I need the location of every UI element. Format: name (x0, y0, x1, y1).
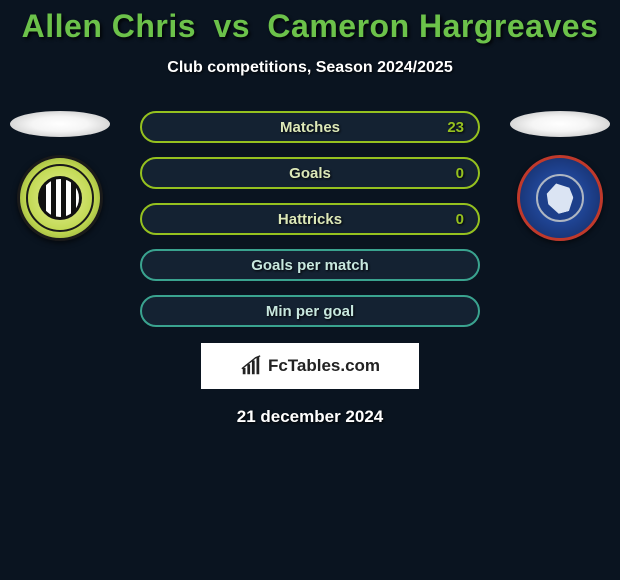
stat-label: Min per goal (266, 303, 354, 320)
page-title: Allen Chris vs Cameron Hargreaves (0, 8, 620, 45)
player-2-club-badge (517, 155, 603, 241)
stat-row-min-per-goal: Min per goal (140, 295, 480, 327)
brand-text: FcTables.com (268, 356, 380, 376)
subtitle: Club competitions, Season 2024/2025 (0, 59, 620, 77)
stat-label: Hattricks (278, 211, 342, 228)
content-area: Matches 23 Goals 0 Hattricks 0 Goals per… (0, 111, 620, 427)
stat-value: 0 (456, 165, 464, 182)
stats-table: Matches 23 Goals 0 Hattricks 0 Goals per… (140, 111, 480, 327)
stat-row-goals-per-match: Goals per match (140, 249, 480, 281)
stat-label: Goals per match (251, 257, 369, 274)
right-player-column (510, 111, 610, 241)
stat-value: 0 (456, 211, 464, 228)
player-1-name: Allen Chris (22, 8, 196, 44)
brand-watermark: FcTables.com (201, 343, 419, 389)
player-2-name: Cameron Hargreaves (267, 8, 598, 44)
stat-value: 23 (447, 119, 464, 136)
stat-row-hattricks: Hattricks 0 (140, 203, 480, 235)
stat-row-matches: Matches 23 (140, 111, 480, 143)
player-2-photo-placeholder (510, 111, 610, 137)
player-1-club-badge (17, 155, 103, 241)
stat-label: Goals (289, 165, 331, 182)
date-label: 21 december 2024 (0, 407, 620, 427)
bar-chart-icon (240, 355, 262, 377)
stat-label: Matches (280, 119, 340, 136)
left-player-column (10, 111, 110, 241)
stat-row-goals: Goals 0 (140, 157, 480, 189)
comparison-card: Allen Chris vs Cameron Hargreaves Club c… (0, 0, 620, 427)
player-1-photo-placeholder (10, 111, 110, 137)
title-vs: vs (213, 8, 250, 44)
